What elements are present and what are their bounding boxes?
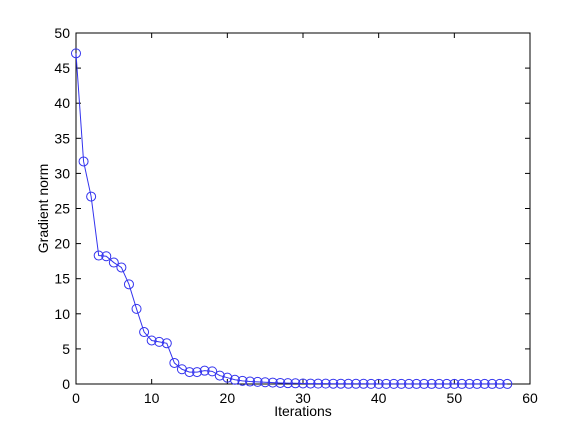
data-point bbox=[419, 378, 430, 389]
data-point bbox=[403, 378, 414, 389]
data-point bbox=[275, 377, 286, 388]
data-point bbox=[123, 279, 134, 290]
data-point bbox=[237, 375, 248, 386]
y-tick-label: 15 bbox=[54, 271, 70, 287]
data-point bbox=[260, 377, 271, 388]
data-point bbox=[335, 378, 346, 389]
data-point bbox=[426, 378, 437, 389]
data-point bbox=[411, 378, 422, 389]
data-point bbox=[93, 250, 104, 261]
data-point bbox=[176, 364, 187, 375]
y-tick-label: 35 bbox=[54, 130, 70, 146]
data-point bbox=[343, 378, 354, 389]
data-point bbox=[441, 378, 452, 389]
data-point bbox=[252, 376, 263, 387]
x-tick-label: 10 bbox=[144, 390, 160, 406]
data-point bbox=[373, 378, 384, 389]
x-tick-label: 30 bbox=[295, 390, 311, 406]
y-tick-label: 10 bbox=[54, 306, 70, 322]
y-tick-label: 50 bbox=[54, 25, 70, 41]
data-point bbox=[479, 378, 490, 389]
data-point bbox=[71, 48, 81, 59]
x-tick-label: 20 bbox=[220, 390, 236, 406]
data-point bbox=[358, 378, 369, 389]
data-point bbox=[328, 378, 339, 389]
x-tick-label: 60 bbox=[522, 390, 538, 406]
data-point bbox=[502, 378, 513, 389]
data-point bbox=[298, 378, 308, 389]
y-axis: 0 5 10 15 20 25 30 35 40 45 50 bbox=[54, 25, 530, 392]
data-point bbox=[161, 338, 172, 349]
plot-area bbox=[75, 32, 531, 385]
data-point bbox=[434, 378, 445, 389]
data-point bbox=[154, 336, 165, 347]
data-point bbox=[199, 365, 210, 376]
y-tick-label: 40 bbox=[54, 95, 70, 111]
data-point bbox=[449, 378, 460, 389]
data-point bbox=[313, 378, 324, 389]
data-point bbox=[222, 372, 233, 383]
data-point bbox=[78, 156, 89, 167]
y-tick-label: 25 bbox=[54, 201, 70, 217]
data-point bbox=[192, 367, 203, 378]
x-axis: 0 10 20 30 40 50 60 bbox=[72, 33, 538, 406]
data-point bbox=[494, 378, 505, 389]
y-tick-label: 45 bbox=[54, 60, 70, 76]
data-point bbox=[139, 327, 150, 338]
series-line bbox=[75, 53, 508, 385]
y-tick-label: 20 bbox=[54, 236, 70, 252]
data-point bbox=[464, 378, 475, 389]
data-point bbox=[108, 257, 119, 268]
data-point bbox=[86, 191, 97, 202]
data-point bbox=[146, 335, 157, 346]
data-point bbox=[388, 378, 399, 389]
data-point bbox=[366, 378, 377, 389]
data-point bbox=[169, 357, 180, 368]
x-tick-label: 50 bbox=[447, 390, 463, 406]
data-point bbox=[290, 378, 301, 389]
data-point bbox=[381, 378, 392, 389]
y-tick-label: 5 bbox=[62, 341, 70, 357]
data-point bbox=[214, 370, 225, 381]
data-point bbox=[131, 303, 142, 314]
data-point bbox=[487, 378, 498, 389]
data-point bbox=[116, 262, 127, 273]
data-point bbox=[245, 376, 256, 387]
data-point bbox=[207, 366, 218, 377]
data-point bbox=[472, 378, 483, 389]
y-tick-label: 30 bbox=[54, 165, 70, 181]
x-tick-label: 40 bbox=[371, 390, 387, 406]
data-point bbox=[396, 378, 407, 389]
data-point bbox=[267, 377, 278, 388]
data-point bbox=[101, 251, 112, 262]
data-point bbox=[320, 378, 331, 389]
data-point bbox=[456, 378, 467, 389]
y-axis-label: Gradient norm bbox=[35, 164, 51, 253]
x-axis-label: Iterations bbox=[274, 403, 332, 419]
y-tick-label: 0 bbox=[62, 376, 70, 392]
data-point bbox=[282, 378, 293, 389]
data-point bbox=[350, 378, 361, 389]
data-point bbox=[184, 367, 195, 378]
series-layer bbox=[71, 48, 513, 389]
x-tick-label: 0 bbox=[72, 390, 80, 406]
data-point bbox=[229, 374, 240, 385]
data-point bbox=[305, 378, 316, 389]
